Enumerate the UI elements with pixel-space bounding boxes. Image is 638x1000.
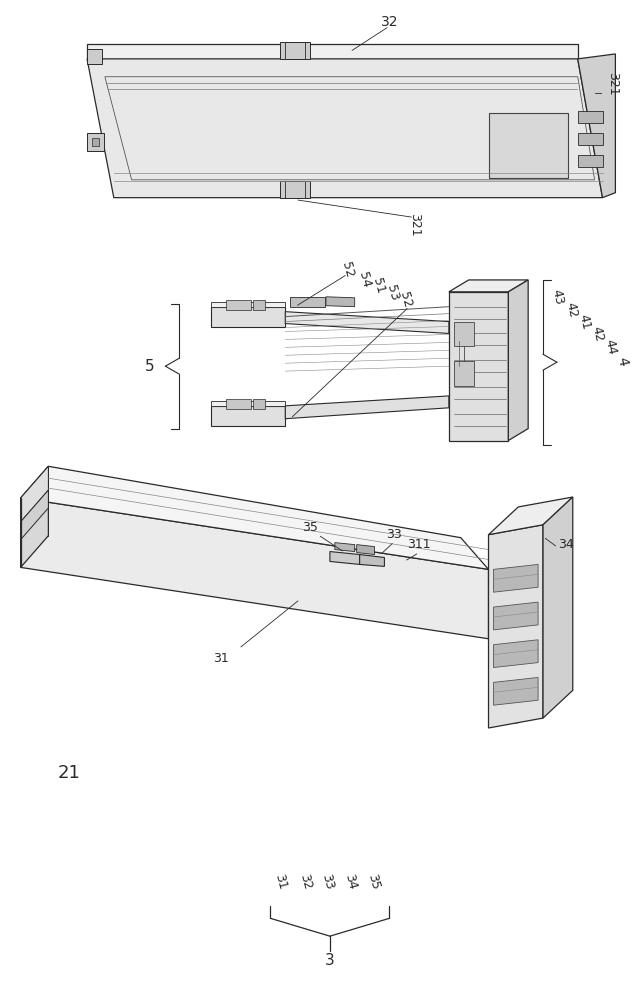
- Polygon shape: [92, 138, 99, 146]
- Polygon shape: [87, 44, 578, 59]
- Polygon shape: [508, 280, 528, 441]
- Polygon shape: [20, 466, 48, 567]
- Polygon shape: [449, 292, 508, 441]
- Text: 32: 32: [297, 872, 313, 891]
- Text: 51: 51: [370, 277, 387, 295]
- Polygon shape: [87, 59, 602, 198]
- Text: 3: 3: [325, 953, 335, 968]
- Polygon shape: [253, 399, 265, 409]
- Polygon shape: [489, 113, 568, 178]
- Text: 35: 35: [365, 872, 382, 891]
- Text: 33: 33: [387, 528, 402, 541]
- Polygon shape: [285, 312, 449, 333]
- Polygon shape: [489, 525, 543, 728]
- Polygon shape: [20, 498, 489, 639]
- Text: 54: 54: [356, 271, 373, 289]
- Polygon shape: [493, 564, 538, 592]
- Polygon shape: [211, 401, 285, 406]
- Text: 35: 35: [302, 521, 318, 534]
- Text: 52: 52: [339, 261, 356, 279]
- Text: 34: 34: [558, 538, 574, 551]
- Text: 41: 41: [577, 313, 593, 331]
- Polygon shape: [20, 466, 48, 522]
- Text: 311: 311: [407, 538, 431, 551]
- Polygon shape: [280, 181, 310, 198]
- Polygon shape: [493, 677, 538, 705]
- Polygon shape: [211, 307, 285, 327]
- Polygon shape: [454, 322, 473, 346]
- Text: 5: 5: [145, 359, 154, 374]
- Polygon shape: [87, 49, 102, 64]
- Text: 32: 32: [381, 15, 398, 29]
- Polygon shape: [330, 552, 360, 564]
- Polygon shape: [211, 406, 285, 426]
- Text: 21: 21: [57, 764, 80, 782]
- Polygon shape: [253, 300, 265, 310]
- Text: 31: 31: [272, 872, 288, 891]
- Text: 321: 321: [408, 213, 420, 236]
- Polygon shape: [290, 297, 325, 307]
- Polygon shape: [578, 54, 616, 198]
- Polygon shape: [20, 466, 489, 569]
- Polygon shape: [578, 133, 602, 145]
- Polygon shape: [489, 497, 573, 535]
- Polygon shape: [493, 640, 538, 668]
- Polygon shape: [226, 399, 251, 409]
- Polygon shape: [285, 396, 449, 419]
- Polygon shape: [449, 280, 528, 292]
- Polygon shape: [211, 302, 285, 307]
- Text: 33: 33: [320, 872, 336, 891]
- Polygon shape: [360, 555, 385, 566]
- Polygon shape: [578, 111, 602, 123]
- Polygon shape: [543, 497, 573, 718]
- Polygon shape: [226, 300, 251, 310]
- Polygon shape: [493, 602, 538, 630]
- Polygon shape: [578, 155, 602, 167]
- Text: 4: 4: [614, 355, 630, 367]
- Text: 44: 44: [602, 338, 618, 356]
- Polygon shape: [454, 361, 473, 386]
- Text: 42: 42: [564, 301, 580, 319]
- Polygon shape: [357, 545, 375, 555]
- Text: 52: 52: [397, 290, 413, 309]
- Text: 42: 42: [590, 325, 605, 344]
- Text: 53: 53: [384, 283, 401, 302]
- Text: 34: 34: [343, 872, 359, 891]
- Polygon shape: [280, 42, 310, 59]
- Polygon shape: [335, 543, 355, 552]
- Text: 43: 43: [550, 288, 566, 306]
- Polygon shape: [20, 490, 48, 540]
- Polygon shape: [87, 133, 104, 151]
- Text: 321: 321: [606, 72, 619, 95]
- Polygon shape: [326, 297, 355, 307]
- Text: 31: 31: [213, 652, 229, 665]
